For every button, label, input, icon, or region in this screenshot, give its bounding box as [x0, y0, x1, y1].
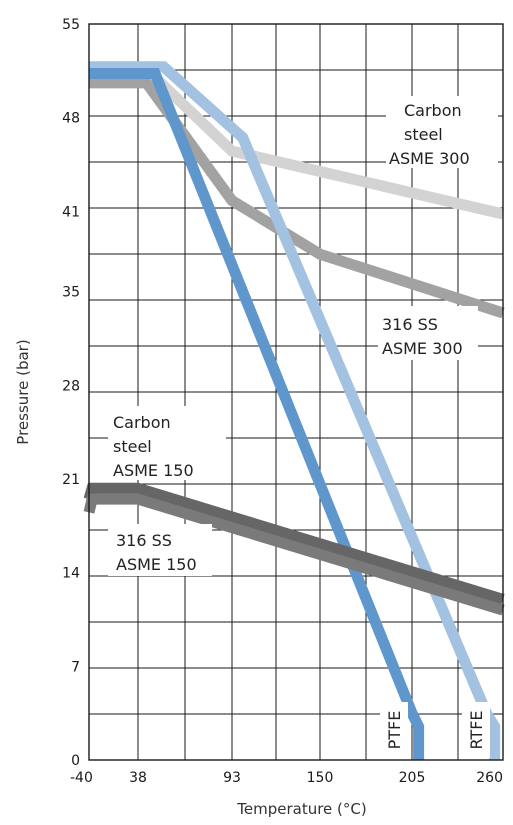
- label-carbon-steel-asme-150: Carbon steel ASME 150: [108, 406, 226, 480]
- y-tick-label: 28: [62, 378, 80, 394]
- label-316-ss-asme-150-line: 316 SS: [116, 531, 172, 550]
- x-tick-label: 93: [223, 770, 241, 786]
- x-axis-title: Temperature (°C): [236, 800, 366, 818]
- label-carbon-steel-asme-300: Carbon steel ASME 300: [386, 96, 498, 168]
- label-316-ss-asme-150-background: [108, 524, 212, 576]
- x-tick-label: 38: [129, 770, 147, 786]
- series-line-rtfe: [89, 61, 501, 760]
- label-rtfe-background: [462, 702, 490, 758]
- label-carbon-steel-asme-150-line: steel: [113, 437, 152, 456]
- x-tick-label: 150: [307, 770, 334, 786]
- tick-layer: 0 7 14 21 28 35 41 48 55 -40 38 93 150 205 260: [62, 17, 503, 786]
- label-ptfe: PTFE: [380, 702, 408, 758]
- label-316-ss-asme-300-line: 316 SS: [382, 315, 438, 334]
- label-carbon-steel-asme-300-line: Carbon: [404, 101, 462, 120]
- plot-frame: [88, 23, 504, 761]
- label-carbon-steel-asme-300-line: ASME 300: [389, 149, 470, 168]
- y-tick-label: 35: [62, 285, 80, 301]
- y-tick-label: 7: [71, 659, 80, 675]
- series-layer: [83, 61, 505, 760]
- label-316-ss-asme-300-background: [378, 306, 478, 360]
- label-carbon-steel-asme-150-background: [108, 406, 226, 480]
- y-tick-label: 41: [62, 204, 80, 220]
- y-tick-label: 21: [62, 472, 80, 488]
- label-carbon-steel-asme-150-line: Carbon: [113, 413, 171, 432]
- label-carbon-steel-asme-150-line: ASME 150: [113, 461, 194, 480]
- y-tick-label: 48: [62, 111, 80, 127]
- series-line-316-ss-asme-300: [89, 77, 505, 319]
- label-rtfe: RTFE: [462, 702, 490, 758]
- y-tick-label: 55: [62, 17, 80, 33]
- series-line-ptfe: [89, 68, 425, 760]
- x-tick-label: 260: [476, 770, 503, 786]
- annotation-layer: Carbon steel ASME 300 316 SS ASME 300 Carbon s…: [108, 96, 498, 758]
- label-carbon-steel-asme-300-line: steel: [404, 125, 443, 144]
- label-ptfe-text: PTFE: [385, 711, 404, 750]
- series-line-316-ss-asme-150: [83, 493, 505, 616]
- y-axis-title: Pressure (bar): [14, 339, 32, 444]
- x-tick-label: -40: [70, 770, 93, 786]
- label-316-ss-asme-300-line: ASME 300: [382, 339, 463, 358]
- label-316-ss-asme-150-line: ASME 150: [116, 555, 197, 574]
- label-rtfe-text: RTFE: [467, 710, 486, 749]
- label-316-ss-asme-300: 316 SS ASME 300: [378, 306, 478, 360]
- y-tick-label: 0: [71, 753, 80, 769]
- label-carbon-steel-asme-300-background: [386, 96, 498, 168]
- label-ptfe-background: [380, 702, 408, 758]
- label-316-ss-asme-150: 316 SS ASME 150: [108, 524, 212, 576]
- y-tick-label: 14: [62, 566, 80, 582]
- x-tick-label: 205: [399, 770, 426, 786]
